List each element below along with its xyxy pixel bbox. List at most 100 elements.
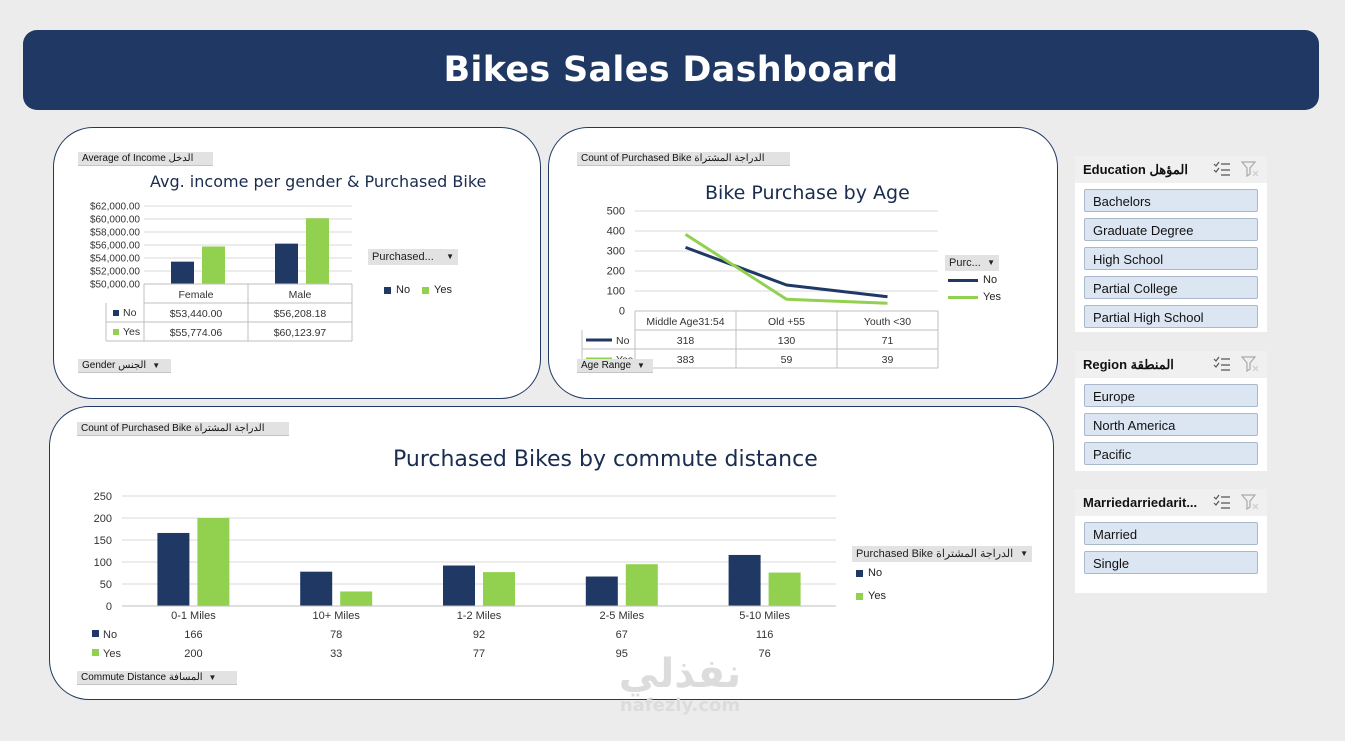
y-tick-label: 100	[607, 286, 625, 298]
table-series-label: No	[616, 335, 630, 347]
slicer-item-single[interactable]: Single	[1084, 551, 1258, 574]
slicer-item-graduate-degree[interactable]: Graduate Degree	[1084, 218, 1258, 241]
slicer-item-married[interactable]: Married	[1084, 522, 1258, 545]
data-label: 76	[758, 648, 770, 660]
bar-no-3	[585, 576, 618, 606]
income-chart-title: Avg. income per gender & Purchased Bike	[150, 172, 487, 191]
income-legend-field-button[interactable]: Purchased... ▼	[368, 249, 458, 265]
watermark-logo-text: نفذلي	[618, 651, 742, 697]
x-category-label: 10+ Miles	[313, 610, 361, 622]
education-slicer-items: Bachelors Graduate Degree High School Parti…	[1075, 189, 1267, 328]
watermark: نفذلي nafezly.com	[590, 652, 770, 716]
chevron-down-icon: ▼	[987, 258, 995, 267]
multi-select-icon[interactable]	[1213, 494, 1231, 510]
legend-swatch-yes	[422, 286, 429, 294]
bar-yes-female	[202, 246, 225, 284]
legend-swatch-no	[384, 286, 391, 294]
slicer-item-north-america[interactable]: North America	[1084, 413, 1258, 436]
bar-yes-4	[768, 572, 801, 606]
data-label: 383	[677, 354, 695, 366]
age-axis-field-button[interactable]: Age Range ▼	[577, 359, 653, 373]
clear-filter-icon[interactable]	[1241, 356, 1259, 372]
dashboard-header: Bikes Sales Dashboard	[23, 30, 1319, 110]
x-category-label: 2-5 Miles	[599, 610, 644, 622]
x-category-label: 0-1 Miles	[171, 610, 216, 622]
multi-select-icon[interactable]	[1213, 161, 1231, 177]
data-label: 67	[616, 629, 628, 641]
bar-yes-1	[340, 591, 373, 606]
age-legend-field-label: Purc...	[949, 257, 981, 269]
commute-chart-panel: Count of Purchased Bike الدراجة المشتراة…	[49, 406, 1054, 700]
marital-slicer-header: Marriedarriedarit...	[1075, 489, 1267, 516]
commute-legend-field-button[interactable]: Purchased Bike الدراجة المشتراة ▼	[852, 546, 1032, 562]
y-tick-label: $62,000.00	[90, 202, 140, 213]
bar-no-male	[275, 243, 298, 284]
age-axis-field-label: Age Range	[581, 360, 632, 371]
commute-legend-yes: Yes	[856, 590, 886, 602]
data-label: 95	[616, 648, 628, 660]
y-tick-label: 400	[607, 226, 625, 238]
slicer-item-partial-high-school[interactable]: Partial High School	[1084, 305, 1258, 328]
slicer-item-high-school[interactable]: High School	[1084, 247, 1258, 270]
age-chart-title: Bike Purchase by Age	[705, 182, 910, 204]
table-series-label: Yes	[123, 326, 140, 338]
legend-label-yes: Yes	[434, 284, 452, 296]
legend-label-yes: Yes	[868, 590, 886, 602]
y-tick-label: 300	[607, 246, 625, 258]
chevron-down-icon: ▼	[446, 252, 454, 261]
age-value-field-button[interactable]: Count of Purchased Bike الدراجة المشتراة	[577, 152, 790, 166]
legend-swatch-yes	[856, 592, 863, 600]
education-slicer: Education المؤهل Bachelors Graduate Degre…	[1075, 156, 1267, 332]
commute-legend-field-label: Purchased Bike الدراجة المشتراة	[856, 548, 1014, 560]
bar-no-0	[157, 532, 190, 606]
income-value-field-button[interactable]: Average of Income الدخل	[78, 152, 213, 166]
commute-value-field-label: Count of Purchased Bike الدراجة المشتراة	[81, 423, 265, 434]
clear-filter-icon[interactable]	[1241, 161, 1259, 177]
marital-slicer-title: Marriedarriedarit...	[1083, 495, 1198, 510]
y-tick-label: $58,000.00	[90, 228, 140, 239]
legend-swatch-no	[856, 569, 863, 577]
y-tick-label: $56,000.00	[90, 241, 140, 252]
x-category-label: 1-2 Miles	[457, 610, 502, 622]
commute-axis-field-label: Commute Distance المسافة	[81, 672, 203, 683]
bar-no-female	[171, 261, 194, 284]
commute-axis-field-button[interactable]: Commute Distance المسافة ▼	[77, 671, 237, 685]
data-label: 33	[330, 648, 342, 660]
bar-yes-0	[197, 518, 230, 606]
legend-line-yes	[948, 295, 978, 299]
data-label: 318	[677, 335, 695, 347]
income-legend-yes: Yes	[422, 284, 452, 296]
y-tick-label: 200	[607, 266, 625, 278]
table-series-label: No	[103, 629, 117, 641]
income-legend-no: No	[384, 284, 410, 296]
bar-yes-3	[625, 564, 658, 606]
line-series-no	[684, 245, 888, 299]
age-legend-no: No	[948, 274, 997, 286]
data-label: 116	[756, 629, 774, 641]
income-axis-field-label: Gender الجنس	[82, 360, 147, 371]
chevron-down-icon: ▼	[1020, 549, 1028, 558]
y-tick-label: $52,000.00	[90, 267, 140, 278]
watermark-url: nafezly.com	[619, 695, 741, 716]
dashboard-title: Bikes Sales Dashboard	[443, 50, 899, 90]
slicer-item-bachelors[interactable]: Bachelors	[1084, 189, 1258, 212]
commute-chart-plot: 0 50 100 150 200 250 0-1 Miles 10+ Miles 1-2 Mil…	[92, 491, 836, 660]
income-axis-field-button[interactable]: Gender الجنس ▼	[78, 359, 171, 373]
slicer-item-partial-college[interactable]: Partial College	[1084, 276, 1258, 299]
commute-value-field-button[interactable]: Count of Purchased Bike الدراجة المشتراة	[77, 422, 289, 436]
income-chart-plot: $50,000.00 $52,000.00 $54,000.00 $56,000.00…	[90, 202, 353, 342]
region-slicer-title: Region المنطقة	[1083, 356, 1174, 372]
slicer-item-europe[interactable]: Europe	[1084, 384, 1258, 407]
age-legend-field-button[interactable]: Purc... ▼	[945, 255, 999, 271]
clear-filter-icon[interactable]	[1241, 494, 1259, 510]
table-legend-swatch	[92, 649, 99, 656]
education-slicer-header: Education المؤهل	[1075, 156, 1267, 183]
multi-select-icon[interactable]	[1213, 356, 1231, 372]
data-label: 77	[473, 648, 485, 660]
income-value-field-label: Average of Income الدخل	[82, 153, 194, 164]
table-series-label: No	[123, 307, 137, 319]
data-label: 71	[882, 335, 894, 347]
slicer-item-pacific[interactable]: Pacific	[1084, 442, 1258, 465]
y-tick-label: 500	[607, 206, 625, 218]
legend-label-no: No	[396, 284, 411, 296]
